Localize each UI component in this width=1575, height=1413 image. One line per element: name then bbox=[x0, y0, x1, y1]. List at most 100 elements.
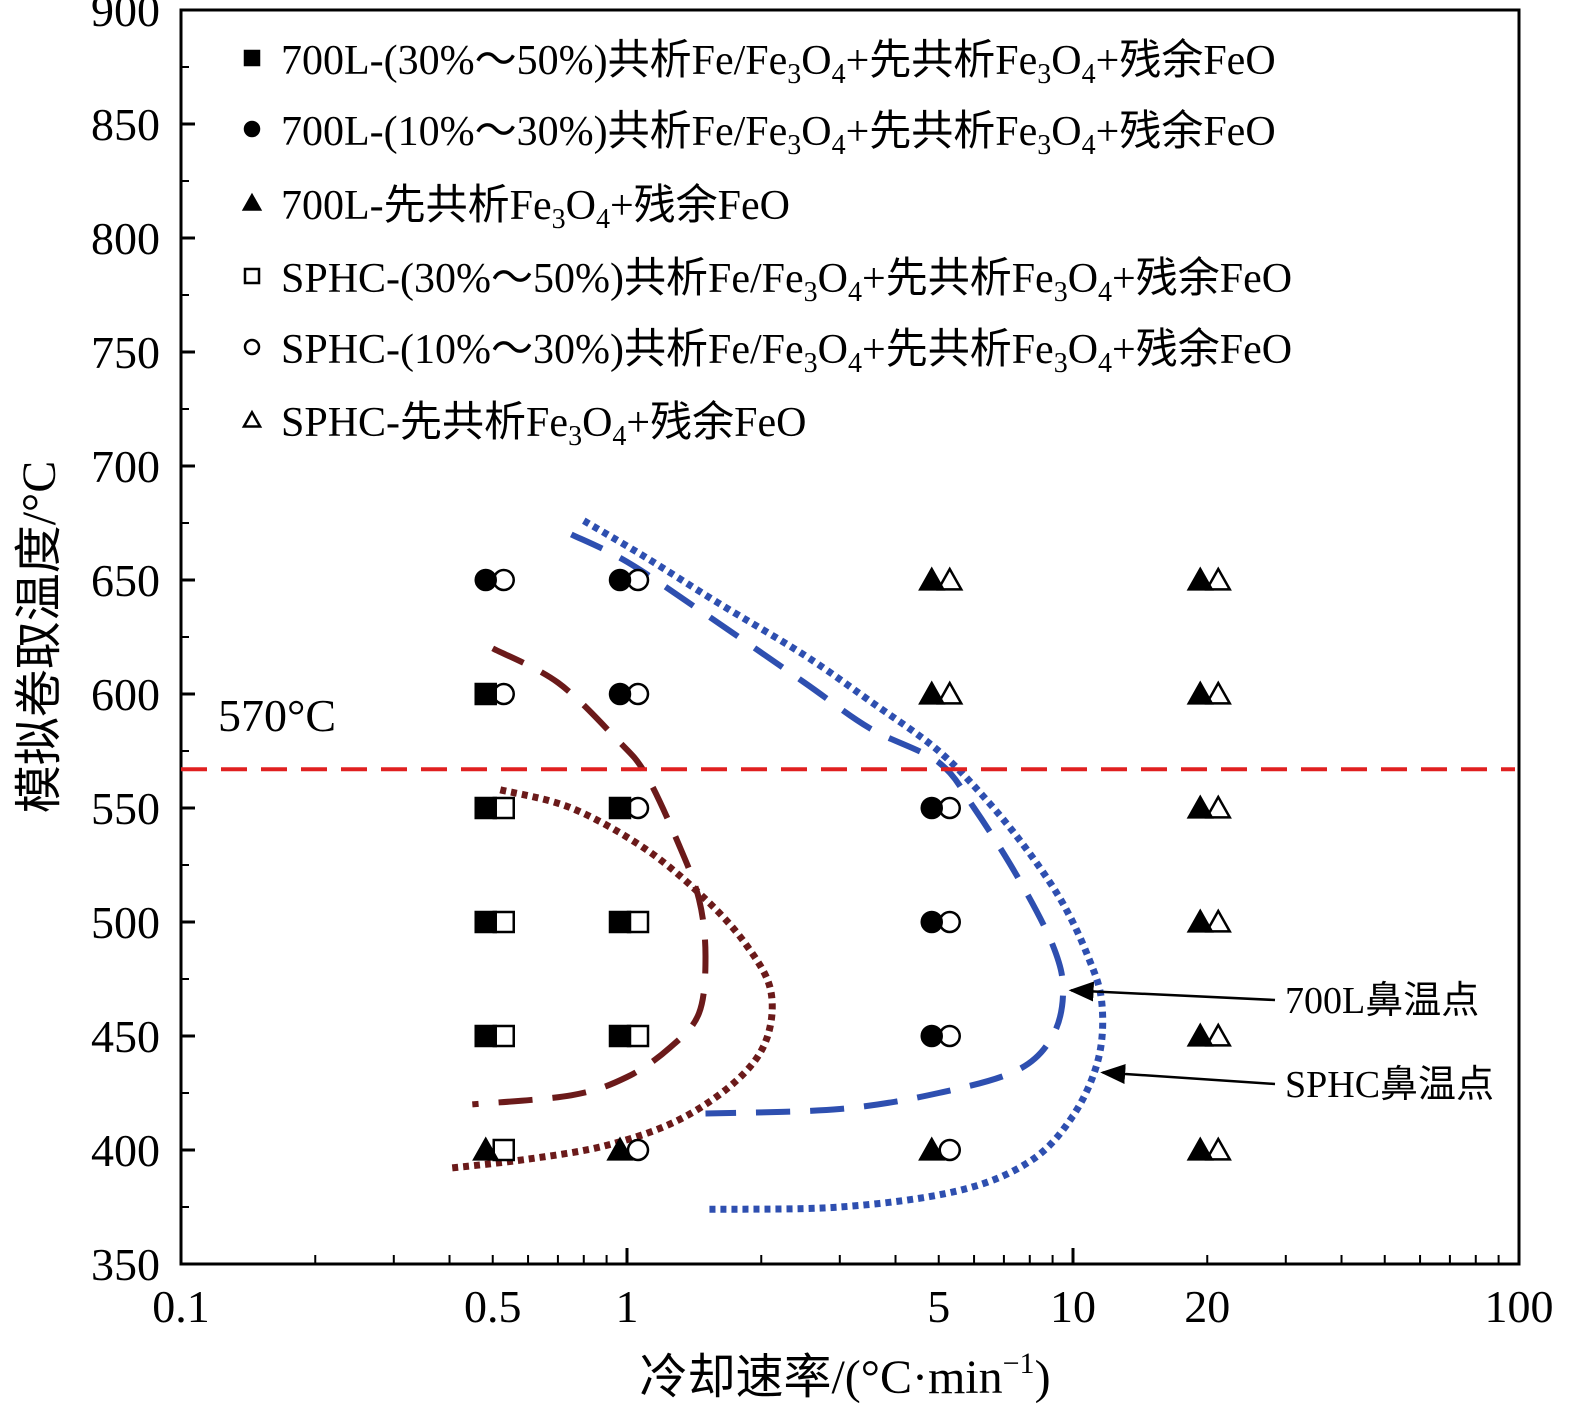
data-points bbox=[472, 566, 1232, 1162]
legend-subscript: 3 bbox=[787, 130, 801, 161]
point-circle-filled bbox=[608, 568, 632, 592]
legend-marker-triangle-filled bbox=[241, 192, 263, 211]
legend-text-part: +先共析Fe bbox=[862, 256, 1054, 302]
legend-text-part: 700L-先共析Fe bbox=[281, 183, 552, 229]
x-axis-title-sup: −1 bbox=[1003, 1347, 1035, 1380]
legend-label: SPHC-(10%～30%)共析Fe/Fe3O4+先共析Fe3O4+残余FeO bbox=[281, 326, 1292, 379]
point-circle-open bbox=[938, 1138, 961, 1162]
y-tick-label: 350 bbox=[91, 1239, 160, 1290]
x-tick-label: 5 bbox=[927, 1281, 950, 1332]
legend-label: 700L-(10%～30%)共析Fe/Fe3O4+先共析Fe3O4+残余FeO bbox=[281, 108, 1276, 161]
reference-line-label: 570°C bbox=[218, 690, 336, 741]
legend-subscript: 3 bbox=[1037, 130, 1051, 161]
legend-marker-square-filled bbox=[243, 49, 261, 67]
legend-text-part: 700L-(30%～50%)共析Fe/Fe bbox=[281, 38, 787, 84]
point-circle-filled bbox=[920, 1024, 943, 1048]
legend-label: 700L-(30%～50%)共析Fe/Fe3O4+先共析Fe3O4+残余FeO bbox=[281, 37, 1276, 90]
legend-subscript: 3 bbox=[804, 348, 818, 379]
legend-text-part: SPHC-先共析Fe bbox=[281, 400, 568, 446]
legend-text-part: +残余FeO bbox=[1112, 255, 1292, 302]
point-square-open bbox=[492, 1138, 515, 1162]
point-circle-filled bbox=[474, 568, 497, 592]
legend-label: 700L-先共析Fe3O4+残余FeO bbox=[281, 182, 790, 235]
legend-subscript: 4 bbox=[1098, 348, 1112, 379]
annotation-label: 700L鼻温点 bbox=[1285, 980, 1479, 1022]
legend-subscript: 3 bbox=[1037, 59, 1051, 90]
point-circle-filled bbox=[608, 682, 632, 706]
legend-subscript: 4 bbox=[832, 130, 846, 161]
point-triangle-open bbox=[936, 680, 964, 705]
legend-text-part: O bbox=[801, 109, 831, 155]
legend-text-part: O bbox=[801, 38, 831, 84]
curve-SPHC-blue-dotted bbox=[582, 517, 1107, 1213]
legend-text-part: +残余FeO bbox=[610, 182, 790, 229]
legend-subscript: 4 bbox=[1082, 130, 1096, 161]
legend-text-part: +先共析Fe bbox=[846, 109, 1038, 155]
point-triangle-open bbox=[1204, 1022, 1232, 1047]
axis-ticks: 350 400 450 500 550 600 650 700 750 800 850 900 0.1 0… bbox=[91, 0, 1554, 1332]
legend-label: SPHC-(30%～50%)共析Fe/Fe3O4+先共析Fe3O4+残余FeO bbox=[281, 255, 1292, 308]
x-tick-label: 10 bbox=[1050, 1281, 1096, 1332]
legend-text-part: O bbox=[582, 400, 612, 446]
y-tick-label: 850 bbox=[91, 99, 160, 150]
point-triangle-filled bbox=[1186, 566, 1214, 591]
point-triangle-open bbox=[1204, 680, 1232, 705]
point-triangle-filled bbox=[1186, 794, 1214, 819]
y-tick-label: 750 bbox=[91, 327, 160, 378]
y-tick-label: 700 bbox=[91, 441, 160, 492]
x-tick-label: 20 bbox=[1184, 1281, 1230, 1332]
y-tick-label: 650 bbox=[91, 555, 160, 606]
point-triangle-filled bbox=[918, 566, 946, 591]
legend-text-part: SPHC-(30%～50%)共析Fe/Fe bbox=[281, 256, 804, 302]
legend-text-part: +残余FeO bbox=[1112, 326, 1292, 373]
legend-text-part: O bbox=[1051, 109, 1081, 155]
legend: 700L-(30%～50%)共析Fe/Fe3O4+先共析Fe3O4+残余FeO7… bbox=[241, 37, 1292, 452]
point-triangle-filled bbox=[1186, 908, 1214, 933]
legend-marker-triangle-open bbox=[241, 409, 263, 428]
x-tick-label: 1 bbox=[616, 1281, 639, 1332]
x-tick-label: 0.1 bbox=[152, 1281, 210, 1332]
legend-text-part: O bbox=[1068, 327, 1098, 373]
x-tick-label: 100 bbox=[1485, 1281, 1554, 1332]
legend-subscript: 4 bbox=[1098, 277, 1112, 308]
point-triangle-open bbox=[1204, 794, 1232, 819]
x-axis-title: 冷却速率/(°C·min−1) bbox=[639, 1347, 1050, 1404]
legend-subscript: 4 bbox=[832, 59, 846, 90]
legend-subscript: 4 bbox=[1082, 59, 1096, 90]
legend-marker-square-open bbox=[243, 267, 261, 285]
point-square-filled bbox=[474, 910, 497, 934]
legend-text-part: +残余FeO bbox=[1096, 37, 1276, 84]
y-tick-label: 800 bbox=[91, 213, 160, 264]
legend-subscript: 3 bbox=[568, 421, 582, 452]
legend-text-part: +残余FeO bbox=[626, 399, 806, 446]
point-triangle-open bbox=[1204, 908, 1232, 933]
legend-marker-circle-filled bbox=[243, 120, 261, 138]
legend-label: SPHC-先共析Fe3O4+残余FeO bbox=[281, 399, 806, 452]
legend-subscript: 4 bbox=[612, 421, 626, 452]
point-triangle-filled bbox=[918, 1136, 946, 1161]
annotation-arrow bbox=[1100, 1064, 1276, 1086]
point-triangle-open bbox=[936, 566, 964, 591]
annotation-arrow bbox=[1068, 981, 1276, 1002]
legend-text-part: +先共析Fe bbox=[846, 38, 1038, 84]
point-triangle-open bbox=[1204, 1136, 1232, 1161]
curve-700L-brown-dashed bbox=[472, 645, 709, 1108]
x-tick-label: 0.5 bbox=[464, 1281, 522, 1332]
y-tick-label: 550 bbox=[91, 783, 160, 834]
legend-text-part: O bbox=[1068, 256, 1098, 302]
boundary-curves bbox=[449, 517, 1107, 1213]
legend-marker-circle-open bbox=[243, 338, 261, 356]
y-tick-label: 900 bbox=[91, 0, 160, 36]
point-triangle-filled bbox=[918, 680, 946, 705]
legend-text-part: +残余FeO bbox=[1096, 108, 1276, 155]
point-circle-filled bbox=[920, 796, 943, 820]
point-triangle-filled bbox=[1186, 1136, 1214, 1161]
legend-subscript: 4 bbox=[848, 277, 862, 308]
legend-subscript: 3 bbox=[1054, 277, 1068, 308]
point-square-filled bbox=[608, 1024, 632, 1048]
point-triangle-open bbox=[1204, 566, 1232, 591]
legend-text-part: O bbox=[1051, 38, 1081, 84]
legend-text-part: 700L-(10%～30%)共析Fe/Fe bbox=[281, 109, 787, 155]
legend-subscript: 3 bbox=[552, 204, 566, 235]
